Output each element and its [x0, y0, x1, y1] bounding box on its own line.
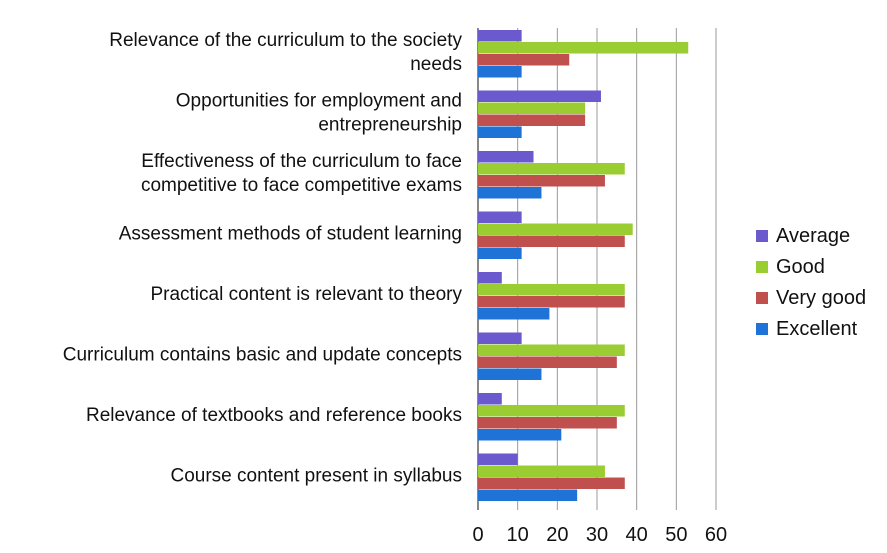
x-tick-label: 40 — [626, 524, 648, 546]
x-tick-labels: 0 10 20 30 40 50 60 — [472, 524, 727, 546]
category-label: Effectiveness of the curriculum to face — [141, 151, 462, 172]
category-labels: Relevance of the curriculum to the socie… — [63, 30, 463, 487]
category-label: competitive to face competitive exams — [141, 175, 462, 196]
bar-good — [478, 465, 605, 477]
category-label: entrepreneurship — [318, 115, 462, 136]
x-tick-label: 60 — [705, 524, 727, 546]
legend-swatch — [756, 230, 768, 242]
bar-very-good — [478, 175, 605, 187]
bar-good — [478, 223, 633, 235]
bar-average — [478, 332, 522, 344]
bar-good — [478, 102, 586, 114]
x-tick-label: 10 — [507, 524, 529, 546]
category-label: Opportunities for employment and — [176, 91, 462, 112]
bar-excellent — [478, 66, 522, 78]
legend-label: Good — [776, 256, 825, 278]
bar-excellent — [478, 187, 542, 199]
bar-average — [478, 272, 502, 284]
bars — [478, 30, 689, 501]
legend-swatch — [756, 261, 768, 273]
category-label: Practical content is relevant to theory — [150, 284, 462, 305]
legend: Average Good Very good Excellent — [756, 225, 866, 340]
legend-swatch — [756, 323, 768, 335]
bar-very-good — [478, 296, 625, 308]
bar-excellent — [478, 429, 562, 441]
bar-average — [478, 30, 522, 42]
x-tick-label: 0 — [472, 524, 483, 546]
bar-excellent — [478, 126, 522, 138]
x-tick-label: 30 — [586, 524, 608, 546]
category-label: Assessment methods of student learning — [119, 224, 462, 245]
x-tick-label: 50 — [665, 524, 687, 546]
bar-average — [478, 90, 601, 102]
category-label: Course content present in syllabus — [171, 466, 463, 487]
bar-average — [478, 211, 522, 223]
bar-good — [478, 405, 625, 417]
bar-excellent — [478, 368, 542, 380]
bar-excellent — [478, 247, 522, 259]
legend-label: Excellent — [776, 318, 858, 340]
bar-average — [478, 453, 518, 465]
bar-excellent — [478, 489, 578, 501]
bar-very-good — [478, 477, 625, 489]
legend-swatch — [756, 292, 768, 304]
bar-very-good — [478, 356, 617, 368]
category-label: Relevance of the curriculum to the socie… — [109, 30, 462, 51]
bar-good — [478, 163, 625, 175]
bar-very-good — [478, 54, 570, 66]
category-label: needs — [410, 54, 462, 75]
category-label: Curriculum contains basic and update con… — [63, 345, 462, 366]
bar-very-good — [478, 114, 586, 126]
bar-average — [478, 151, 534, 163]
bar-excellent — [478, 308, 550, 320]
bar-very-good — [478, 417, 617, 429]
bar-good — [478, 344, 625, 356]
bar-very-good — [478, 235, 625, 247]
bar-good — [478, 42, 689, 54]
bar-average — [478, 393, 502, 405]
category-label: Relevance of textbooks and reference boo… — [86, 405, 462, 426]
x-tick-label: 20 — [546, 524, 568, 546]
legend-label: Average — [776, 225, 850, 247]
bar-good — [478, 284, 625, 296]
legend-label: Very good — [776, 287, 866, 309]
